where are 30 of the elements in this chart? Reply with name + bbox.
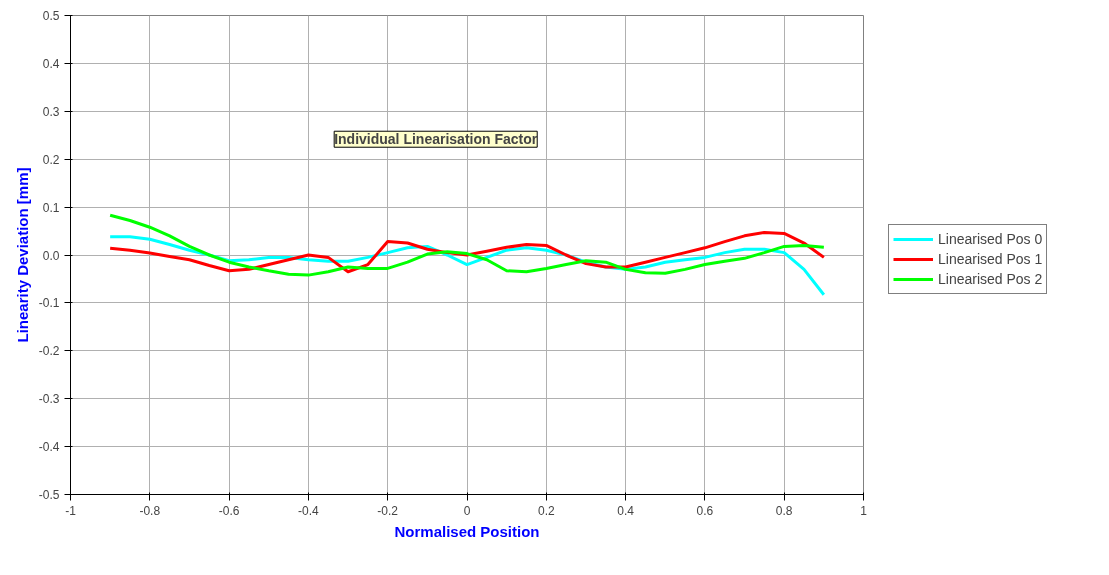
y-tick-label: -0.1: [38, 296, 60, 311]
x-tick-label: -0.2: [377, 503, 399, 518]
y-tick-label: -0.2: [38, 344, 60, 359]
y-tick-label: 0.4: [42, 56, 60, 71]
y-tick-label: -0.4: [38, 440, 60, 455]
y-tick-label: -0.5: [38, 488, 60, 502]
y-axis-title: Linearity Deviation [mm]: [13, 167, 31, 343]
y-tick-label: 0.2: [42, 152, 60, 167]
legend-label: Linearised Pos 2: [938, 271, 1043, 287]
line-series: [108, 230, 826, 274]
legend-label: Linearised Pos 1: [938, 251, 1043, 267]
x-axis-title: Normalised Position: [394, 522, 540, 540]
line-series: [108, 213, 826, 277]
x-tick-label: -0.8: [139, 503, 161, 518]
y-tick-label: 0.5: [42, 9, 60, 23]
x-tick-label: 0: [463, 503, 471, 518]
y-tick-label: 0.3: [42, 104, 60, 119]
y-tick-label: 0.1: [42, 200, 60, 215]
x-tick-label: -1: [65, 503, 77, 518]
y-tick-label: 0.0: [42, 248, 60, 263]
x-tick-label: 0.8: [775, 503, 793, 518]
x-tick-label: 0.2: [537, 503, 555, 518]
x-tick-label: -0.6: [218, 503, 240, 518]
x-tick-label: -0.4: [298, 503, 320, 518]
legend-label: Linearised Pos 0: [938, 231, 1043, 247]
x-tick-label: 0.6: [696, 503, 714, 518]
x-tick-label: 1: [860, 503, 868, 518]
annotation: Individual Linearisation Factor: [334, 131, 538, 148]
x-tick-label: 0.4: [617, 503, 635, 518]
y-tick-label: -0.3: [38, 392, 60, 407]
